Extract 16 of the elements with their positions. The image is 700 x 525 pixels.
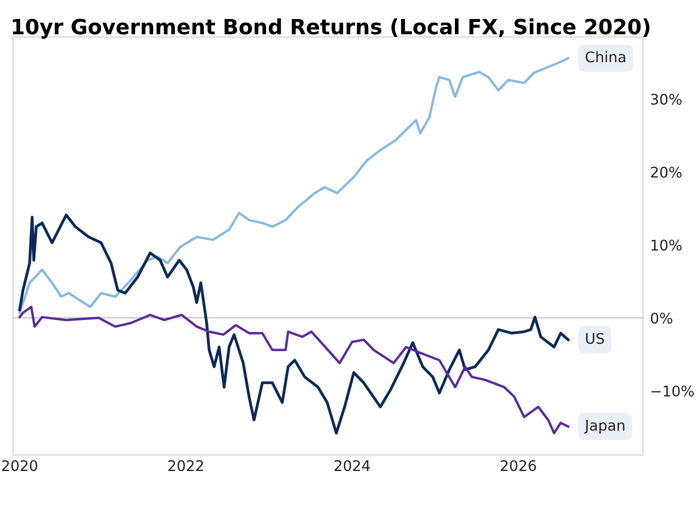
line-series bbox=[18, 56, 570, 314]
line-series bbox=[18, 306, 570, 434]
series-label: US bbox=[586, 332, 604, 344]
line-series bbox=[18, 214, 570, 435]
series-label: China bbox=[586, 51, 626, 62]
x-tick-label: 2026 bbox=[500, 460, 536, 472]
x-tick-label: 2022 bbox=[168, 460, 203, 472]
x-tick-label: 2020 bbox=[2, 460, 38, 472]
y-tick-label: 10% bbox=[652, 240, 682, 251]
x-tick-label: 2024 bbox=[334, 460, 370, 472]
y-tick-label: 0% bbox=[650, 312, 672, 324]
chart-title: 10yr Government Bond Returns (Local FX, Since 2020) bbox=[12, 18, 650, 39]
y-tick-label: 20% bbox=[651, 166, 682, 178]
series-label: Japan bbox=[584, 420, 624, 434]
y-tick-label: −10% bbox=[651, 386, 694, 397]
y-tick-label: 30% bbox=[651, 94, 682, 105]
